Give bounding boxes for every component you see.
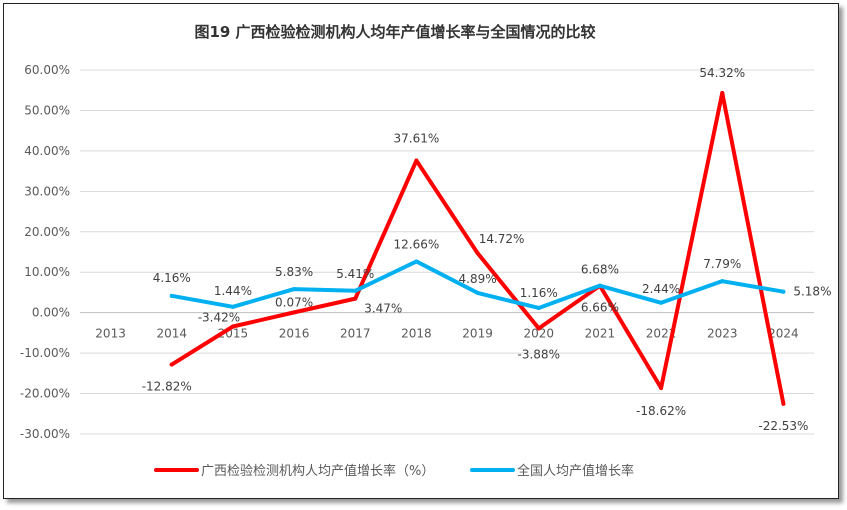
data-point: [536, 326, 541, 331]
series-line-guangxi: [169, 90, 786, 406]
x-tick-label: 2022: [646, 327, 677, 341]
data-point: [230, 304, 235, 309]
data-label: 4.89%: [459, 272, 497, 286]
data-point: [720, 279, 725, 284]
data-point: [597, 283, 602, 288]
x-tick-label: 2018: [401, 327, 432, 341]
chart-title: 图19 广西检验检测机构人均年产值增长率与全国情况的比较: [194, 23, 595, 41]
x-tick-label: 2021: [585, 327, 616, 341]
y-tick-label: 20.00%: [24, 225, 70, 239]
data-label: 0.07%: [275, 295, 313, 309]
y-tick-label: 50.00%: [24, 103, 70, 117]
y-tick-label: -10.00%: [20, 346, 70, 360]
data-point: [353, 296, 358, 301]
data-label: 6.68%: [581, 263, 619, 277]
data-label: 14.72%: [479, 232, 525, 246]
data-point: [781, 289, 786, 294]
chart-frame: [3, 3, 839, 499]
x-tick-label: 2017: [340, 327, 371, 341]
data-point: [475, 251, 480, 256]
data-label: 37.61%: [394, 132, 440, 146]
data-point: [353, 288, 358, 293]
legend-label-guangxi: 广西检验检测机构人均产值增长率（%）: [201, 463, 434, 479]
legend-label-national: 全国人均产值增长率: [517, 463, 634, 479]
data-point: [414, 259, 419, 264]
data-label: 1.44%: [214, 284, 252, 298]
data-point: [659, 300, 664, 305]
data-label: 5.41%: [336, 267, 374, 281]
data-label: 1.16%: [520, 286, 558, 300]
data-point: [230, 324, 235, 329]
data-point: [169, 293, 174, 298]
data-point: [781, 401, 786, 406]
y-tick-label: 60.00%: [24, 63, 70, 77]
data-label: -18.62%: [636, 404, 686, 418]
data-point: [169, 362, 174, 367]
data-label: -12.82%: [142, 380, 192, 394]
x-tick-label: 2016: [279, 327, 310, 341]
data-point: [292, 310, 297, 315]
data-label: 5.18%: [793, 285, 831, 299]
data-label: 54.32%: [699, 66, 745, 80]
x-tick-label: 2013: [95, 327, 126, 341]
data-point: [414, 158, 419, 163]
data-label: -3.42%: [198, 310, 240, 324]
y-tick-label: 10.00%: [24, 265, 70, 279]
data-label: 5.83%: [275, 265, 313, 279]
data-label: 12.66%: [394, 237, 440, 251]
y-tick-label: 30.00%: [24, 184, 70, 198]
y-tick-label: -30.00%: [20, 427, 70, 441]
data-label: 7.79%: [703, 257, 741, 271]
y-tick-label: 0.00%: [32, 306, 70, 320]
x-tick-label: 2023: [707, 327, 738, 341]
data-label: -3.88%: [518, 347, 560, 361]
data-label: 4.16%: [153, 271, 191, 285]
x-tick-label: 2014: [156, 327, 187, 341]
data-point: [659, 385, 664, 390]
data-label: 2.44%: [642, 282, 680, 296]
data-label: -22.53%: [758, 419, 808, 433]
y-tick-label: -20.00%: [20, 387, 70, 401]
x-tick-label: 2019: [462, 327, 493, 341]
data-point: [475, 290, 480, 295]
x-tick-label: 2020: [523, 327, 554, 341]
y-tick-label: 40.00%: [24, 144, 70, 158]
legend: 广西检验检测机构人均产值增长率（%） 全国人均产值增长率: [154, 463, 634, 479]
data-label: 3.47%: [364, 302, 402, 316]
data-label: 6.66%: [581, 301, 619, 315]
data-point: [292, 287, 297, 292]
data-point: [536, 305, 541, 310]
data-point: [720, 90, 725, 95]
x-tick-label: 2024: [768, 327, 799, 341]
